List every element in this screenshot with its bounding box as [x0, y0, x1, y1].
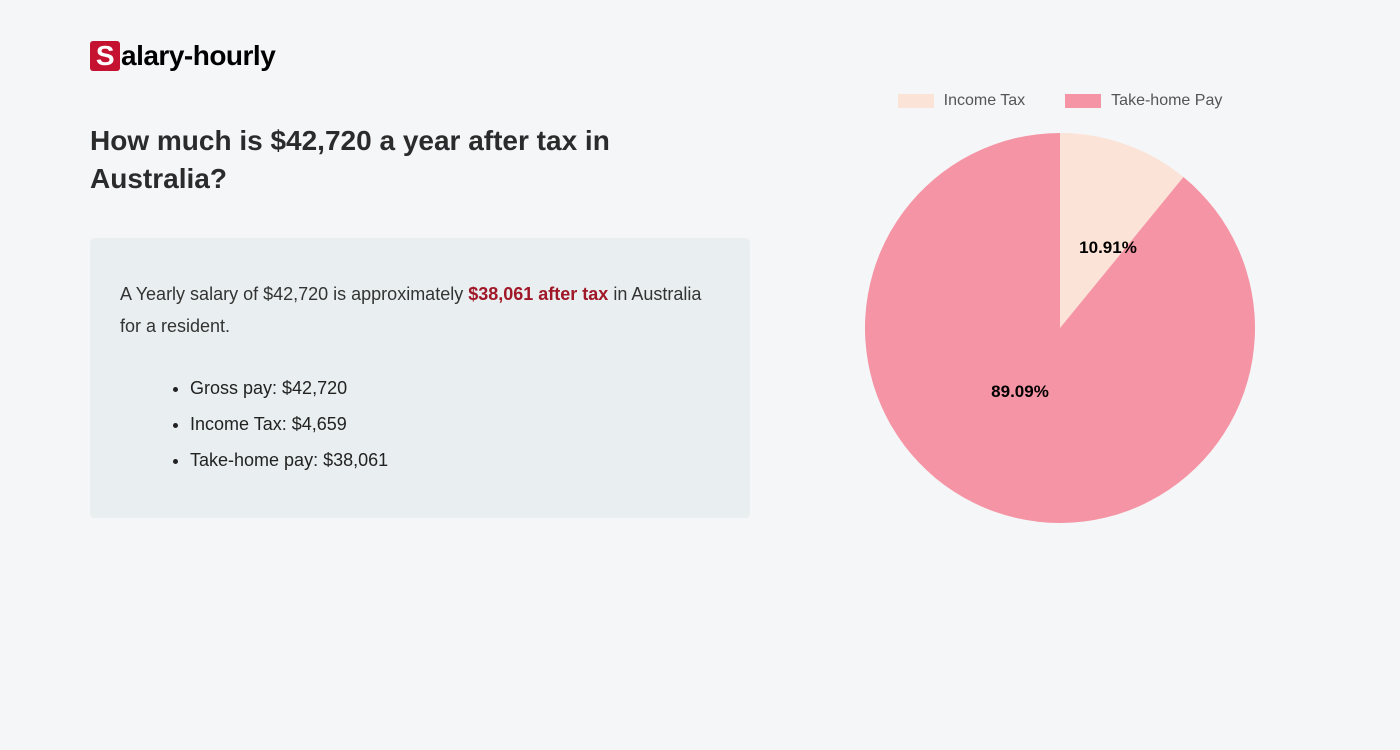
pie-svg	[860, 128, 1260, 528]
list-item: Take-home pay: $38,061	[190, 442, 710, 478]
legend-swatch-takehome	[1065, 94, 1101, 108]
logo-s-badge: S	[90, 41, 120, 71]
pie-label-tax: 10.91%	[1079, 238, 1137, 258]
legend-label-tax: Income Tax	[944, 92, 1026, 110]
left-column: How much is $42,720 a year after tax in …	[90, 122, 750, 518]
summary-pre: A Yearly salary of $42,720 is approximat…	[120, 284, 468, 304]
right-column: Income Tax Take-home Pay 10.91% 89.09%	[810, 92, 1310, 528]
chart-legend: Income Tax Take-home Pay	[898, 92, 1223, 110]
summary-text: A Yearly salary of $42,720 is approximat…	[120, 278, 710, 343]
pie-chart: 10.91% 89.09%	[860, 128, 1260, 528]
page-title: How much is $42,720 a year after tax in …	[90, 122, 750, 198]
legend-item-tax: Income Tax	[898, 92, 1026, 110]
legend-label-takehome: Take-home Pay	[1111, 92, 1222, 110]
list-item: Gross pay: $42,720	[190, 370, 710, 406]
summary-highlight: $38,061 after tax	[468, 284, 608, 304]
summary-list: Gross pay: $42,720 Income Tax: $4,659 Ta…	[120, 370, 710, 478]
list-item: Income Tax: $4,659	[190, 406, 710, 442]
pie-label-takehome: 89.09%	[991, 382, 1049, 402]
legend-item-takehome: Take-home Pay	[1065, 92, 1222, 110]
summary-box: A Yearly salary of $42,720 is approximat…	[90, 238, 750, 519]
site-logo: Salary-hourly	[90, 40, 1310, 72]
legend-swatch-tax	[898, 94, 934, 108]
main-content: How much is $42,720 a year after tax in …	[90, 122, 1310, 528]
logo-text: alary-hourly	[121, 40, 275, 72]
